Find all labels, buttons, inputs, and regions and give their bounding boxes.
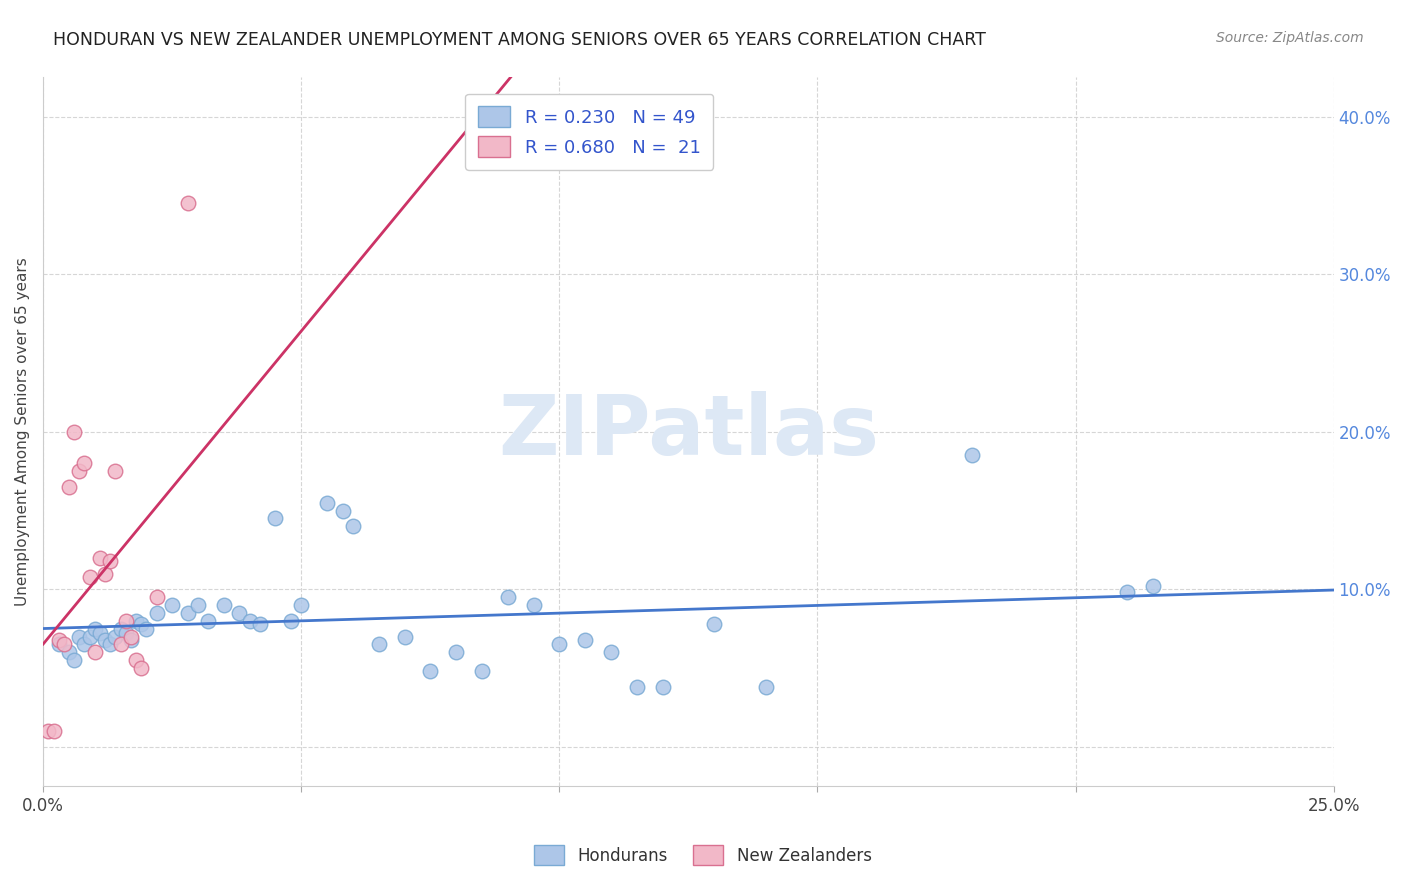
Point bbox=[83, 622, 105, 636]
Point bbox=[48, 637, 70, 651]
Point bbox=[548, 637, 571, 651]
Point bbox=[58, 480, 80, 494]
Point bbox=[394, 630, 416, 644]
Point bbox=[104, 630, 127, 644]
Point bbox=[703, 616, 725, 631]
Point bbox=[651, 680, 673, 694]
Point bbox=[145, 590, 167, 604]
Point bbox=[114, 614, 136, 628]
Point bbox=[1116, 585, 1139, 599]
Point bbox=[120, 630, 142, 644]
Point bbox=[626, 680, 648, 694]
Point bbox=[67, 630, 90, 644]
Point bbox=[63, 653, 86, 667]
Point bbox=[755, 680, 778, 694]
Point bbox=[249, 616, 271, 631]
Point bbox=[419, 664, 441, 678]
Point bbox=[67, 464, 90, 478]
Point bbox=[129, 661, 152, 675]
Point bbox=[444, 645, 467, 659]
Point bbox=[110, 622, 132, 636]
Text: HONDURAN VS NEW ZEALANDER UNEMPLOYMENT AMONG SENIORS OVER 65 YEARS CORRELATION C: HONDURAN VS NEW ZEALANDER UNEMPLOYMENT A… bbox=[53, 31, 986, 49]
Point bbox=[367, 637, 389, 651]
Point bbox=[332, 503, 354, 517]
Point bbox=[574, 632, 596, 647]
Point bbox=[316, 496, 339, 510]
Point bbox=[48, 632, 70, 647]
Point bbox=[197, 614, 219, 628]
Point bbox=[37, 724, 59, 739]
Point bbox=[290, 598, 312, 612]
Point bbox=[83, 645, 105, 659]
Legend: R = 0.230   N = 49, R = 0.680   N =  21: R = 0.230 N = 49, R = 0.680 N = 21 bbox=[465, 94, 713, 169]
Point bbox=[98, 637, 121, 651]
Point bbox=[63, 425, 86, 439]
Point bbox=[177, 606, 200, 620]
Point bbox=[129, 616, 152, 631]
Point bbox=[79, 570, 101, 584]
Point bbox=[94, 566, 117, 581]
Point bbox=[42, 724, 65, 739]
Point bbox=[145, 606, 167, 620]
Point bbox=[342, 519, 364, 533]
Point bbox=[228, 606, 250, 620]
Point bbox=[58, 645, 80, 659]
Point bbox=[79, 630, 101, 644]
Legend: Hondurans, New Zealanders: Hondurans, New Zealanders bbox=[526, 837, 880, 873]
Point bbox=[94, 632, 117, 647]
Point bbox=[114, 626, 136, 640]
Point bbox=[125, 614, 148, 628]
Point bbox=[522, 598, 544, 612]
Point bbox=[1142, 579, 1164, 593]
Point bbox=[73, 637, 96, 651]
Text: ZIPatlas: ZIPatlas bbox=[498, 392, 879, 472]
Point bbox=[73, 456, 96, 470]
Point bbox=[104, 464, 127, 478]
Point bbox=[98, 554, 121, 568]
Point bbox=[496, 590, 519, 604]
Point bbox=[177, 196, 200, 211]
Point bbox=[280, 614, 302, 628]
Point bbox=[89, 550, 111, 565]
Point bbox=[110, 637, 132, 651]
Point bbox=[135, 622, 157, 636]
Point bbox=[471, 664, 494, 678]
Point bbox=[239, 614, 262, 628]
Text: Source: ZipAtlas.com: Source: ZipAtlas.com bbox=[1216, 31, 1364, 45]
Point bbox=[962, 449, 984, 463]
Point bbox=[120, 632, 142, 647]
Point bbox=[264, 511, 287, 525]
Point bbox=[212, 598, 235, 612]
Point bbox=[125, 653, 148, 667]
Point bbox=[600, 645, 623, 659]
Point bbox=[52, 637, 75, 651]
Point bbox=[162, 598, 184, 612]
Y-axis label: Unemployment Among Seniors over 65 years: Unemployment Among Seniors over 65 years bbox=[15, 258, 30, 607]
Point bbox=[187, 598, 209, 612]
Point bbox=[89, 626, 111, 640]
